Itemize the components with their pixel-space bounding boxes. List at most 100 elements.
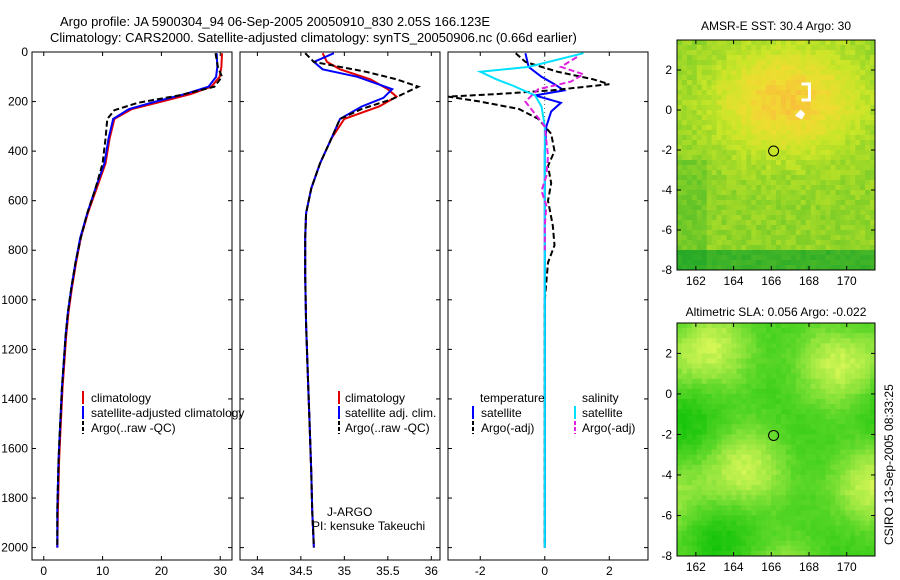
heatmap-cell bbox=[835, 515, 841, 522]
heatmap-cell bbox=[706, 145, 713, 151]
heatmap-cell bbox=[805, 55, 812, 61]
heatmap-cell bbox=[810, 90, 817, 96]
heatmap-cell bbox=[696, 343, 703, 349]
heatmap-cell bbox=[681, 55, 688, 61]
heatmap-cell bbox=[736, 505, 742, 512]
heatmap-cell bbox=[810, 474, 817, 481]
heatmap-cell bbox=[731, 454, 737, 461]
heatmap-cell bbox=[771, 260, 777, 266]
heatmap-cell bbox=[681, 550, 688, 556]
heatmap-cell bbox=[746, 515, 752, 522]
heatmap-cell bbox=[790, 80, 797, 86]
heatmap-cell bbox=[800, 378, 807, 385]
heatmap-cell bbox=[701, 185, 708, 191]
heatmap-cell bbox=[756, 515, 762, 522]
heatmap-cell bbox=[805, 255, 812, 261]
heatmap-cell bbox=[795, 120, 802, 126]
heatmap-cell bbox=[731, 140, 737, 146]
heatmap-cell bbox=[677, 444, 683, 451]
heatmap-cell bbox=[865, 250, 871, 256]
heatmap-cell bbox=[805, 419, 812, 425]
heatmap-cell bbox=[845, 55, 851, 61]
heatmap-cell bbox=[825, 474, 832, 481]
heatmap-cell bbox=[850, 358, 856, 365]
heatmap-cell bbox=[711, 424, 718, 430]
heatmap-cell bbox=[790, 235, 797, 241]
heatmap-cell bbox=[840, 205, 846, 211]
heatmap-cell bbox=[785, 378, 792, 385]
heatmap-cell bbox=[716, 333, 723, 339]
heatmap-cell bbox=[815, 100, 822, 106]
heatmap-cell bbox=[776, 414, 782, 420]
heatmap-cell bbox=[810, 240, 817, 246]
heatmap-cell bbox=[835, 245, 841, 251]
heatmap-cell bbox=[696, 250, 703, 256]
heatmap-cell bbox=[805, 115, 812, 121]
heatmap-cell bbox=[850, 540, 856, 547]
heatmap-cell bbox=[865, 540, 871, 547]
heatmap-cell bbox=[686, 205, 693, 211]
heatmap-cell bbox=[706, 255, 713, 261]
heatmap-cell bbox=[840, 165, 846, 171]
heatmap-cell bbox=[795, 145, 802, 151]
heatmap-cell bbox=[820, 140, 827, 146]
x-tick-label: 162 bbox=[686, 274, 706, 288]
heatmap-cell bbox=[790, 535, 797, 542]
heatmap-cell bbox=[716, 409, 723, 415]
heatmap-cell bbox=[746, 368, 752, 375]
heatmap-cell bbox=[860, 363, 866, 370]
heatmap-cell bbox=[850, 480, 856, 486]
heatmap-cell bbox=[761, 424, 767, 430]
heatmap-cell bbox=[716, 195, 723, 201]
heatmap-cell bbox=[736, 353, 742, 360]
heatmap-cell bbox=[761, 190, 767, 196]
heatmap-cell bbox=[815, 45, 822, 51]
heatmap-cell bbox=[741, 110, 747, 116]
heatmap-cell bbox=[761, 240, 767, 246]
heatmap-cell bbox=[751, 235, 757, 241]
heatmap-cell bbox=[860, 429, 866, 436]
heatmap-cell bbox=[870, 343, 875, 349]
heatmap-cell bbox=[820, 500, 827, 506]
heatmap-cell bbox=[835, 65, 841, 71]
heatmap-cell bbox=[800, 535, 807, 542]
heatmap-cell bbox=[850, 140, 856, 146]
heatmap-cell bbox=[761, 210, 767, 216]
heatmap-cell bbox=[756, 520, 762, 527]
heatmap-cell bbox=[815, 175, 822, 181]
heatmap-cell bbox=[686, 424, 693, 430]
heatmap-cell bbox=[677, 65, 683, 71]
heatmap-cell bbox=[800, 495, 807, 501]
heatmap-cell bbox=[820, 373, 827, 380]
heatmap-cell bbox=[855, 449, 861, 456]
heatmap-cell bbox=[696, 368, 703, 375]
heatmap-cell bbox=[701, 45, 708, 51]
heatmap-cell bbox=[815, 55, 822, 61]
heatmap-cell bbox=[800, 90, 807, 96]
heatmap-cell bbox=[830, 525, 836, 532]
heatmap-cell bbox=[677, 115, 683, 121]
heatmap-cell bbox=[736, 545, 742, 552]
heatmap-cell bbox=[865, 353, 871, 360]
heatmap-cell bbox=[716, 550, 723, 556]
heatmap-cell bbox=[865, 474, 871, 481]
heatmap-cell bbox=[780, 550, 787, 556]
heatmap-cell bbox=[756, 474, 762, 481]
heatmap-cell bbox=[870, 454, 875, 461]
heatmap-cell bbox=[795, 454, 802, 461]
heatmap-cell bbox=[711, 434, 718, 441]
heatmap-cell bbox=[711, 363, 718, 370]
heatmap-cell bbox=[865, 105, 871, 111]
heatmap-cell bbox=[711, 353, 718, 360]
heatmap-cell bbox=[706, 505, 713, 512]
heatmap-cell bbox=[795, 510, 802, 517]
heatmap-cells bbox=[677, 40, 875, 270]
heatmap-cell bbox=[766, 65, 772, 71]
heatmap-cell bbox=[751, 170, 757, 176]
heatmap-cell bbox=[701, 40, 708, 46]
heatmap-cell bbox=[706, 393, 713, 400]
heatmap-cell bbox=[835, 550, 841, 556]
heatmap-cell bbox=[835, 160, 841, 166]
heatmap-cell bbox=[855, 155, 861, 161]
heatmap-cell bbox=[830, 434, 836, 441]
